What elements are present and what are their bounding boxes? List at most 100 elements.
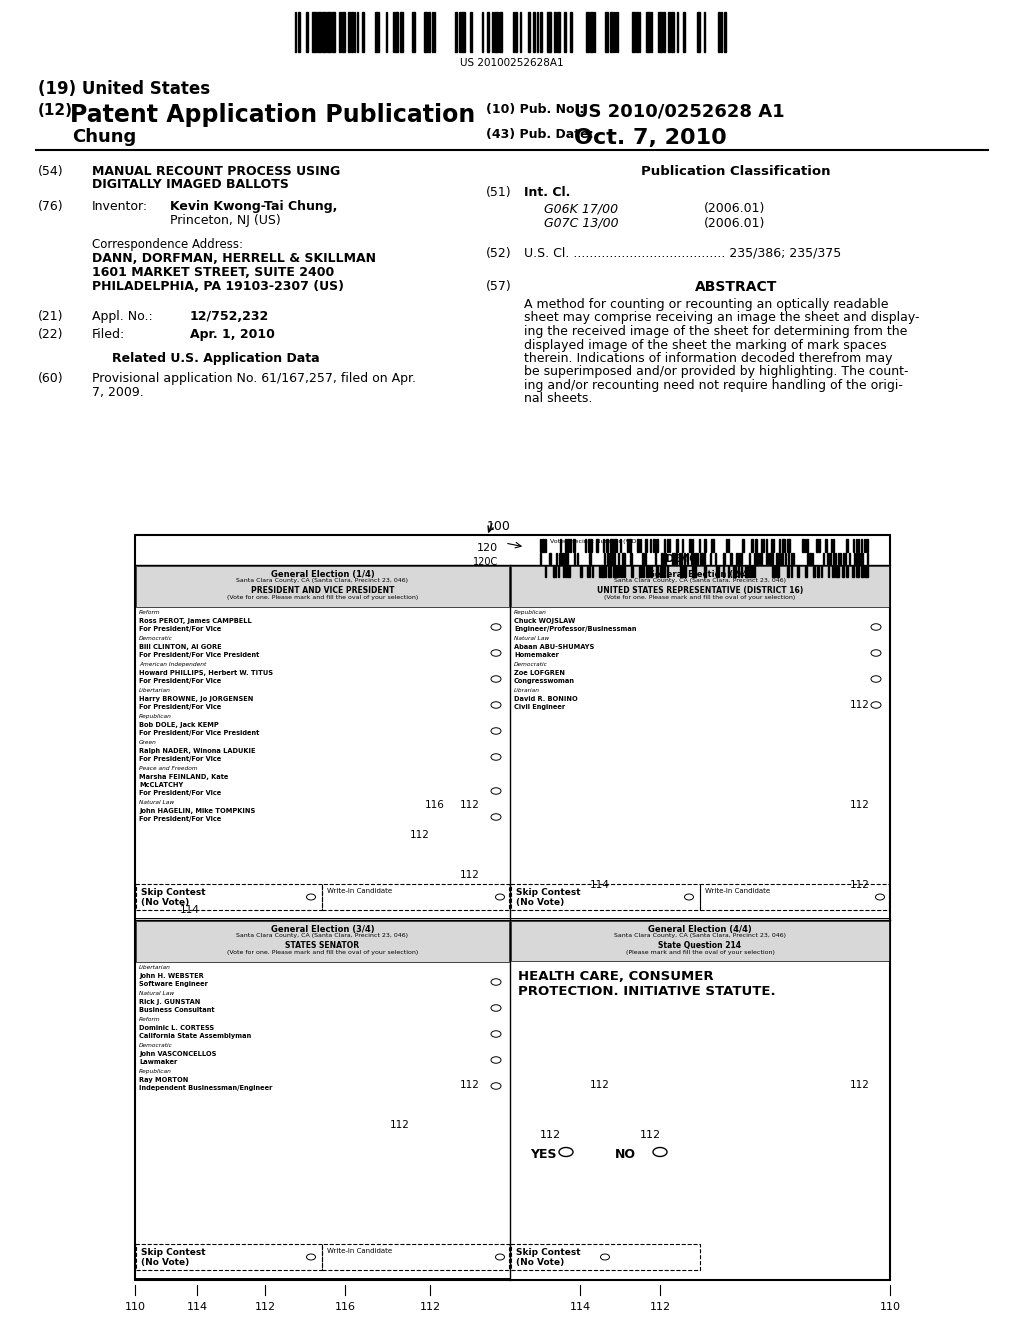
Bar	[135, 535, 890, 1280]
Bar	[547, 12, 551, 51]
Text: Santa Clara County, CA (Santa Clara, Precinct 23, 046): Santa Clara County, CA (Santa Clara, Pre…	[614, 578, 786, 583]
Bar	[553, 566, 556, 577]
Bar	[705, 566, 706, 577]
Text: US 2010/0252628 A1: US 2010/0252628 A1	[574, 103, 784, 121]
Bar	[858, 553, 861, 564]
Bar	[589, 553, 591, 564]
Text: Publication Classification: Publication Classification	[641, 165, 830, 178]
Text: Abaan ABU-SHUMAYS: Abaan ABU-SHUMAYS	[514, 644, 594, 649]
Text: General Election (1/4): General Election (1/4)	[270, 570, 375, 579]
Text: U.S. Cl. ...................................... 235/386; 235/375: U.S. Cl. ...............................…	[524, 247, 842, 260]
Bar	[723, 553, 725, 564]
Text: Inventor:: Inventor:	[92, 201, 148, 213]
Bar	[646, 12, 650, 51]
Text: (No Vote): (No Vote)	[516, 1258, 564, 1267]
Bar	[846, 566, 848, 577]
Bar	[540, 12, 542, 51]
Bar	[557, 12, 560, 51]
Text: 112: 112	[390, 1119, 410, 1130]
Bar	[322, 1243, 509, 1270]
Bar	[322, 12, 326, 51]
Text: Homemaker: Homemaker	[514, 652, 559, 657]
Text: 112: 112	[850, 700, 870, 710]
Text: Ralph NADER, Winona LADUKIE: Ralph NADER, Winona LADUKIE	[139, 748, 256, 754]
Text: Natural Law: Natural Law	[139, 991, 174, 997]
Text: 114: 114	[590, 880, 610, 890]
Bar	[424, 12, 427, 51]
Text: sheet may comprise receiving an image the sheet and display-: sheet may comprise receiving an image th…	[524, 312, 920, 325]
Bar	[528, 12, 530, 51]
Bar	[671, 12, 674, 51]
Text: Int. Cl.: Int. Cl.	[524, 186, 570, 199]
Text: John H. WEBSTER: John H. WEBSTER	[139, 973, 204, 979]
Bar	[776, 553, 778, 564]
Text: Rick J. GUNSTAN: Rick J. GUNSTAN	[139, 999, 201, 1005]
Text: 116: 116	[335, 1302, 355, 1312]
Text: 120C: 120C	[473, 557, 498, 568]
Text: Oct. 7, 2010: Oct. 7, 2010	[574, 128, 727, 148]
Text: (12): (12)	[38, 103, 73, 117]
Bar	[766, 553, 768, 564]
Text: Bill CLINTON, Al GORE: Bill CLINTON, Al GORE	[139, 644, 221, 649]
Text: Write-In Candidate: Write-In Candidate	[327, 888, 392, 894]
Text: 100: 100	[487, 520, 511, 533]
Bar	[682, 566, 684, 577]
Text: For President/For Vice: For President/For Vice	[139, 678, 221, 684]
Text: Princeton, NJ (US): Princeton, NJ (US)	[170, 214, 281, 227]
Bar	[777, 566, 779, 577]
Text: Related U.S. Application Data: Related U.S. Application Data	[112, 352, 319, 366]
Text: (21): (21)	[38, 310, 63, 323]
Bar	[637, 539, 639, 552]
Bar	[866, 539, 868, 552]
Bar	[718, 12, 720, 51]
Bar	[825, 539, 827, 552]
Text: Librarian: Librarian	[514, 688, 540, 693]
Text: (52): (52)	[486, 247, 512, 260]
Bar	[613, 566, 615, 577]
Bar	[700, 884, 889, 909]
Text: 112: 112	[639, 1130, 660, 1140]
Bar	[412, 12, 415, 51]
Text: Harry BROWNE, Jo JORGENSEN: Harry BROWNE, Jo JORGENSEN	[139, 696, 253, 702]
Bar	[656, 539, 658, 552]
Text: nal sheets.: nal sheets.	[524, 392, 592, 405]
Text: 114: 114	[180, 906, 200, 915]
Text: (76): (76)	[38, 201, 63, 213]
Text: (No Vote): (No Vote)	[141, 1258, 189, 1267]
Bar	[327, 12, 331, 51]
Bar	[656, 566, 658, 577]
Bar	[742, 539, 744, 552]
Bar	[610, 539, 613, 552]
Text: Provisional application No. 61/167,257, filed on Apr.: Provisional application No. 61/167,257, …	[92, 372, 416, 385]
Text: State Question 214: State Question 214	[658, 941, 741, 950]
Text: For President/For Vice President: For President/For Vice President	[139, 730, 259, 737]
Text: ing the received image of the sheet for determining from the: ing the received image of the sheet for …	[524, 325, 907, 338]
Text: 112: 112	[460, 800, 480, 810]
Bar	[645, 539, 647, 552]
Text: YES: YES	[530, 1148, 556, 1162]
Text: General Election (2/4): General Election (2/4)	[648, 570, 752, 579]
Bar	[781, 553, 783, 564]
Text: Libertarian: Libertarian	[139, 688, 171, 693]
Text: US 20100252628A1: US 20100252628A1	[460, 58, 564, 69]
Text: (10) Pub. No.:: (10) Pub. No.:	[486, 103, 585, 116]
Bar	[610, 12, 612, 51]
Text: (19) United States: (19) United States	[38, 81, 210, 98]
Text: Congresswoman: Congresswoman	[514, 678, 575, 684]
Bar	[751, 539, 753, 552]
Bar	[515, 12, 517, 51]
Bar	[306, 12, 308, 51]
Bar	[588, 539, 590, 552]
Bar	[700, 553, 703, 564]
Text: Chuck WOJSLAW: Chuck WOJSLAW	[514, 618, 575, 624]
Bar	[608, 566, 611, 577]
Bar	[745, 566, 748, 577]
Bar	[697, 12, 700, 51]
Text: STATES SENATOR: STATES SENATOR	[286, 941, 359, 950]
Bar	[816, 539, 818, 552]
Text: Santa Clara County, CA (Santa Clara, Precinct 23, 046): Santa Clara County, CA (Santa Clara, Pre…	[614, 933, 786, 939]
Text: 114: 114	[569, 1302, 591, 1312]
Text: (57): (57)	[486, 280, 512, 293]
Bar	[749, 566, 752, 577]
Text: NO: NO	[615, 1148, 636, 1162]
